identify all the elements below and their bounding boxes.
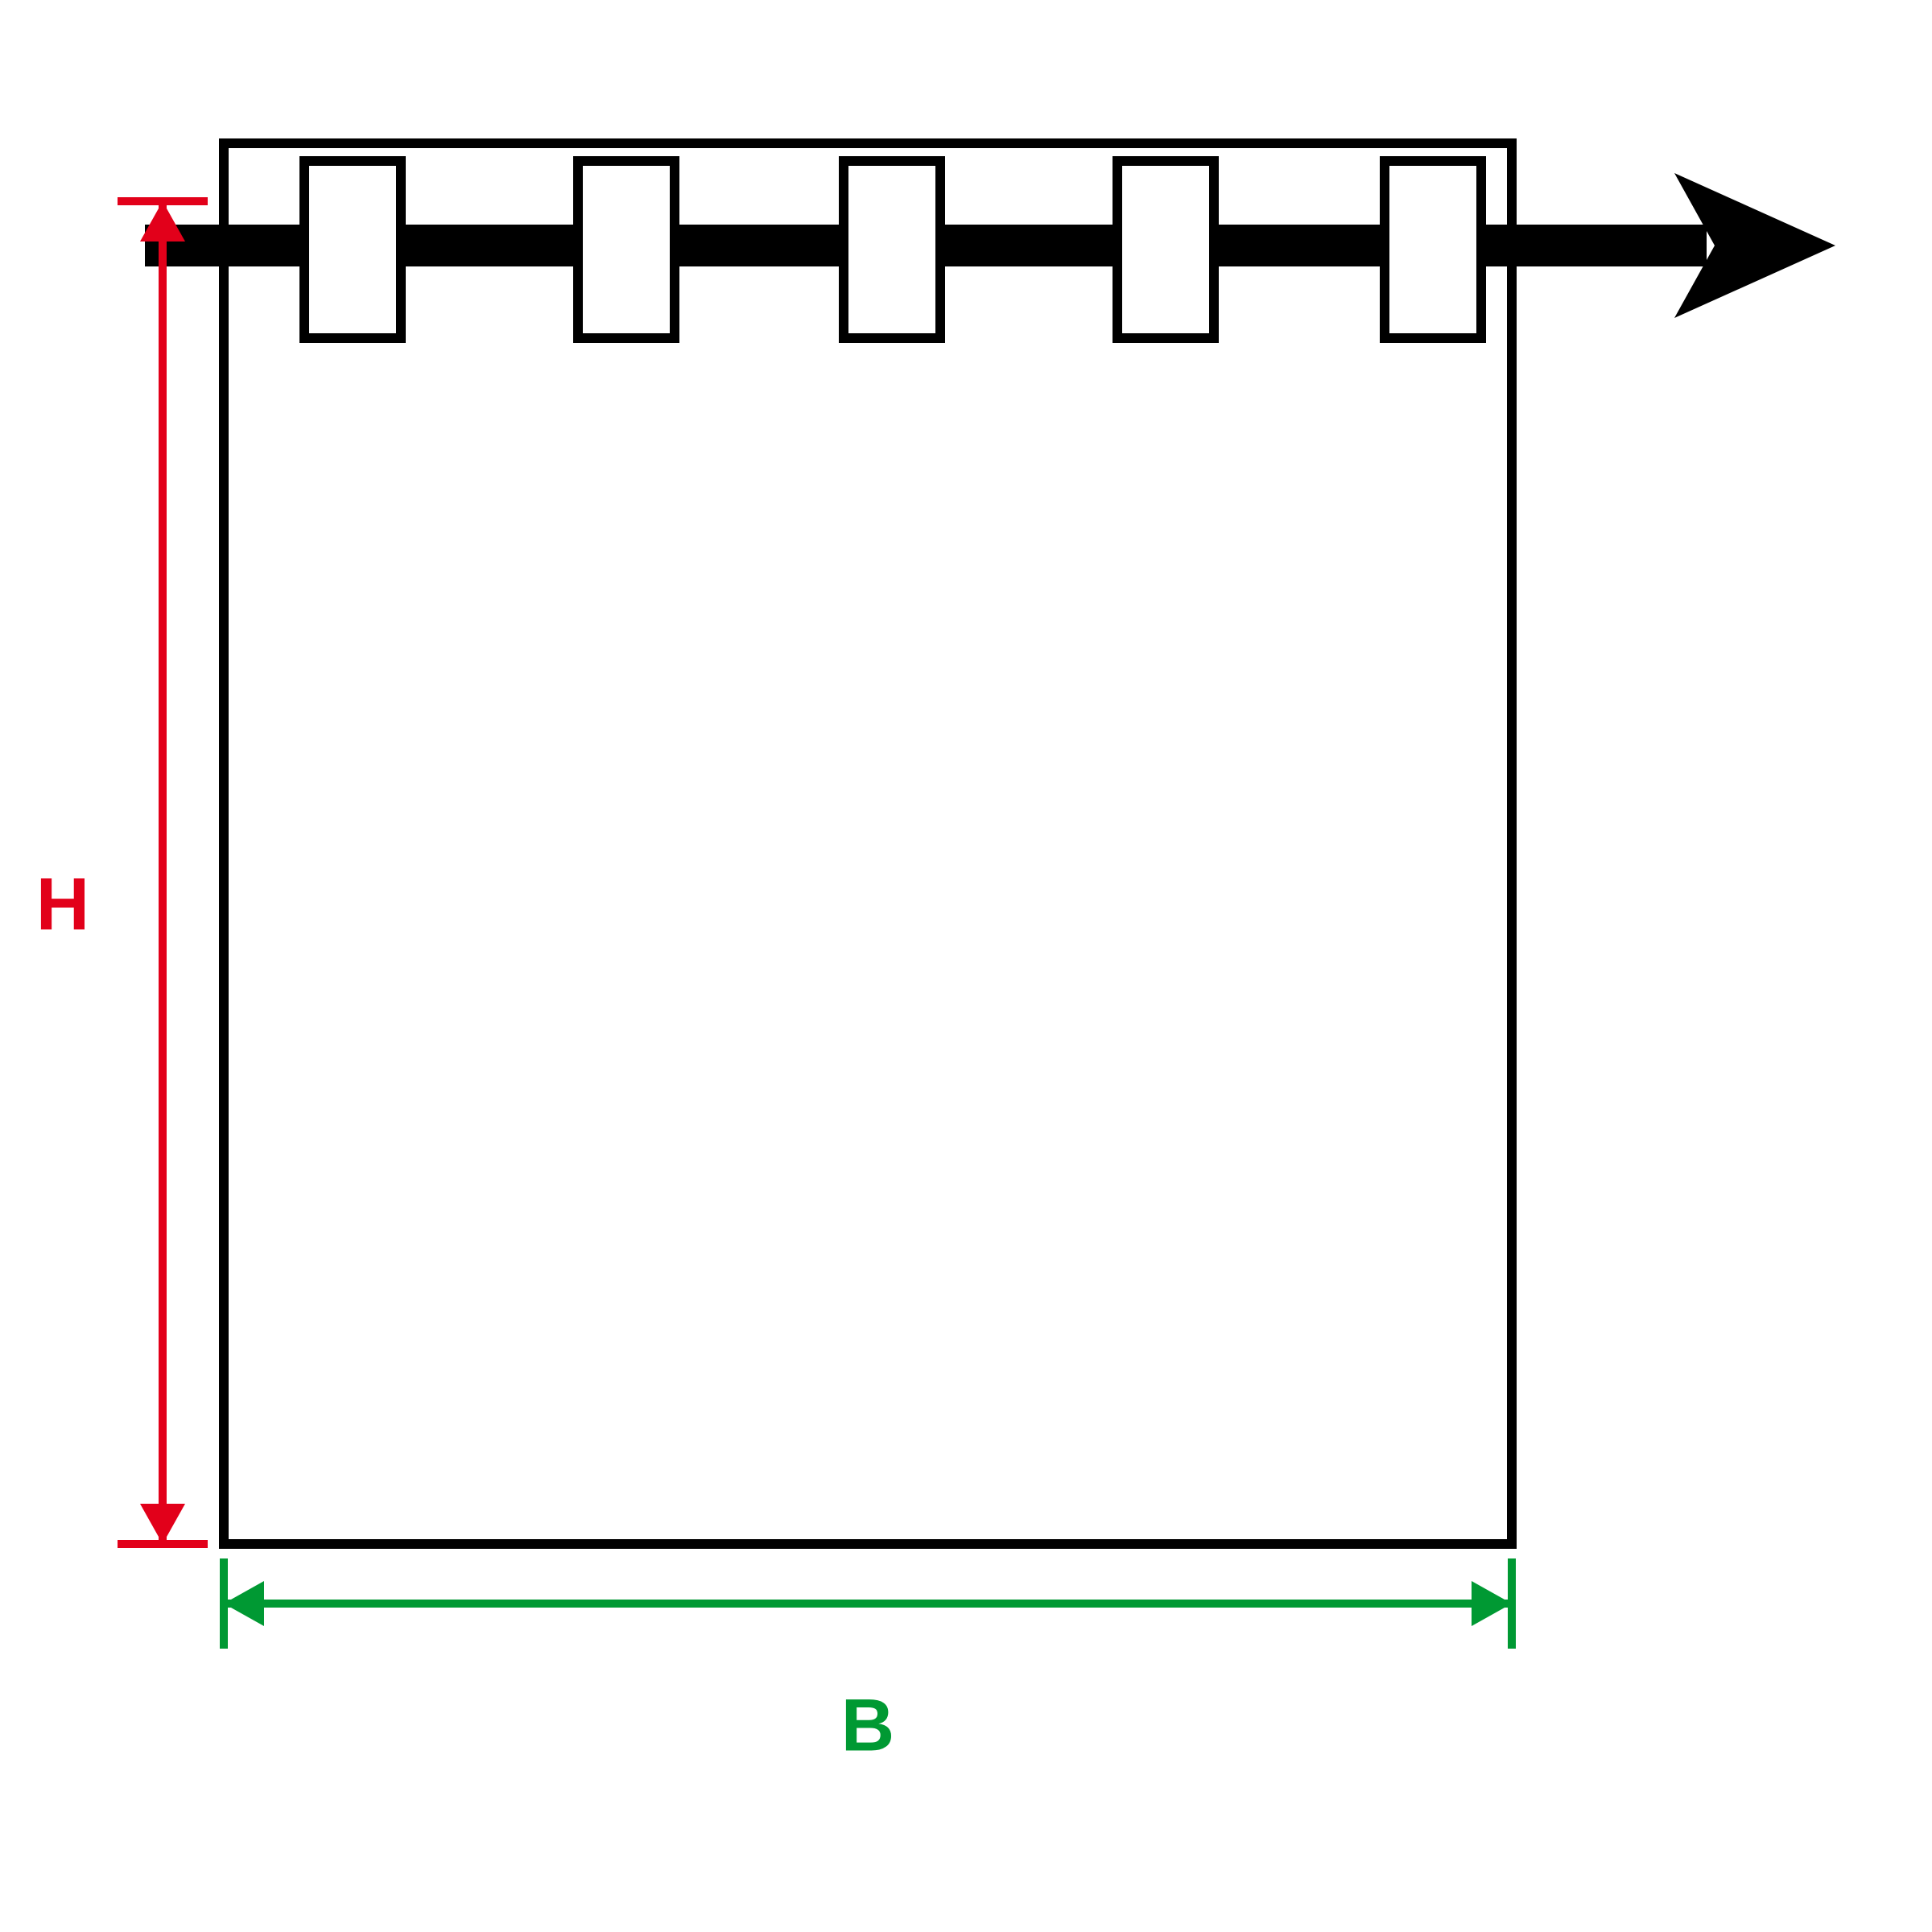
arrow-up-icon: [140, 201, 185, 242]
arrow-left-icon: [224, 1581, 264, 1626]
curtain-panel: [224, 143, 1512, 1544]
arrow-right-icon: [1472, 1581, 1512, 1626]
curtain-tab: [1385, 161, 1481, 338]
width-dimension: B: [224, 1558, 1512, 1766]
curtain-tab: [578, 161, 675, 338]
curtain-tab: [304, 161, 401, 338]
width-label: B: [841, 1684, 894, 1766]
height-dimension: H: [36, 201, 208, 1544]
arrow-down-icon: [140, 1504, 185, 1544]
curtain-tab: [844, 161, 940, 338]
curtain-dimension-diagram: H B: [0, 0, 1932, 1932]
height-label: H: [36, 863, 89, 945]
curtain-tab: [1117, 161, 1214, 338]
